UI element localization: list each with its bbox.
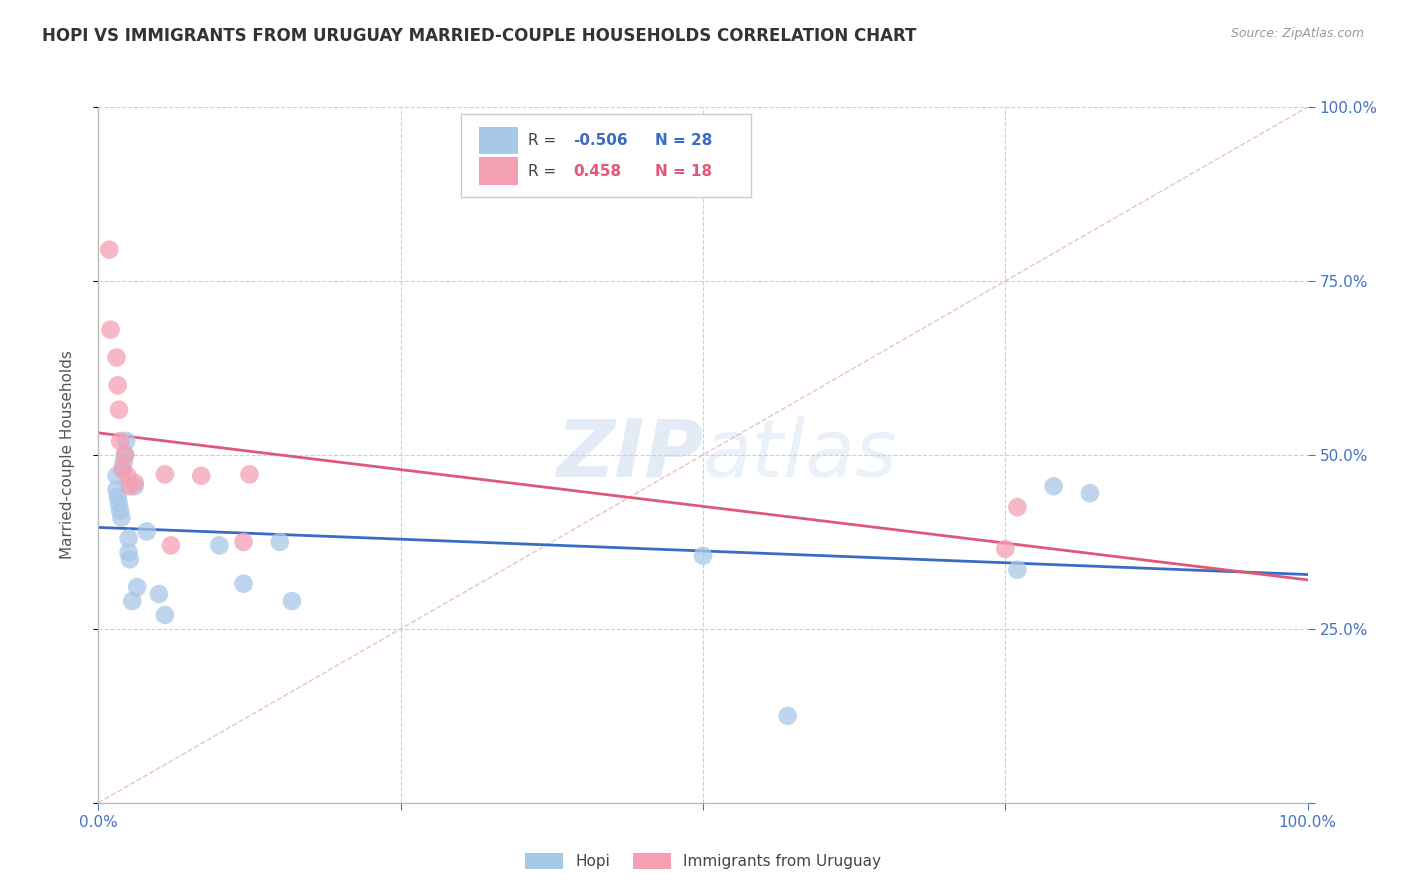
Point <box>100 323 122 337</box>
FancyBboxPatch shape <box>461 114 751 197</box>
Point <box>1007 500 1029 514</box>
Point <box>127 580 149 594</box>
Point <box>208 538 231 552</box>
Point <box>160 538 183 552</box>
Text: R =: R = <box>527 163 561 178</box>
Text: ZIP: ZIP <box>555 416 703 494</box>
Point <box>108 402 131 417</box>
Point <box>994 541 1017 556</box>
Point <box>124 479 146 493</box>
Point <box>239 467 262 482</box>
Text: HOPI VS IMMIGRANTS FROM URUGUAY MARRIED-COUPLE HOUSEHOLDS CORRELATION CHART: HOPI VS IMMIGRANTS FROM URUGUAY MARRIED-… <box>42 27 917 45</box>
Point <box>190 468 212 483</box>
Point <box>692 549 714 563</box>
Point <box>107 378 129 392</box>
Point <box>118 479 141 493</box>
Point <box>108 434 131 448</box>
Point <box>105 351 128 365</box>
Point <box>1078 486 1101 500</box>
Y-axis label: Married-couple Households: Married-couple Households <box>60 351 75 559</box>
Point <box>118 532 141 546</box>
Point <box>108 497 131 511</box>
Text: -0.506: -0.506 <box>574 133 628 148</box>
Point <box>148 587 170 601</box>
FancyBboxPatch shape <box>479 157 517 185</box>
Point <box>105 468 128 483</box>
Point <box>1007 563 1029 577</box>
Point <box>114 448 136 462</box>
FancyBboxPatch shape <box>479 127 517 154</box>
Point <box>108 503 131 517</box>
Point <box>232 535 254 549</box>
Point <box>124 475 146 490</box>
Point <box>107 490 129 504</box>
Point <box>281 594 304 608</box>
Point <box>98 243 121 257</box>
Point <box>1042 479 1064 493</box>
Point <box>776 708 799 723</box>
Text: atlas: atlas <box>703 416 898 494</box>
Point <box>115 434 138 448</box>
Point <box>153 467 176 482</box>
Point <box>110 510 132 524</box>
Point <box>111 462 134 476</box>
Text: 0.458: 0.458 <box>574 163 621 178</box>
Point <box>105 483 128 497</box>
Legend: Hopi, Immigrants from Uruguay: Hopi, Immigrants from Uruguay <box>519 847 887 875</box>
Point <box>118 545 141 559</box>
Point <box>121 594 143 608</box>
Text: R =: R = <box>527 133 561 148</box>
Point <box>118 552 141 566</box>
Point <box>135 524 157 539</box>
Point <box>153 607 176 622</box>
Point <box>111 462 134 476</box>
Point <box>112 455 135 469</box>
Point <box>114 448 136 462</box>
Text: Source: ZipAtlas.com: Source: ZipAtlas.com <box>1230 27 1364 40</box>
Text: N = 18: N = 18 <box>655 163 711 178</box>
Point <box>117 468 139 483</box>
Point <box>269 535 291 549</box>
Text: N = 28: N = 28 <box>655 133 711 148</box>
Point <box>232 576 254 591</box>
